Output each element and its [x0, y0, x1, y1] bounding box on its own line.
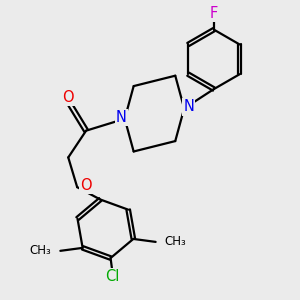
- Text: CH₃: CH₃: [30, 244, 51, 257]
- Text: F: F: [210, 6, 218, 21]
- Text: O: O: [80, 178, 92, 193]
- Text: Cl: Cl: [105, 269, 119, 284]
- Text: N: N: [116, 110, 127, 125]
- Text: O: O: [62, 90, 74, 105]
- Text: N: N: [183, 99, 194, 114]
- Text: CH₃: CH₃: [165, 236, 186, 248]
